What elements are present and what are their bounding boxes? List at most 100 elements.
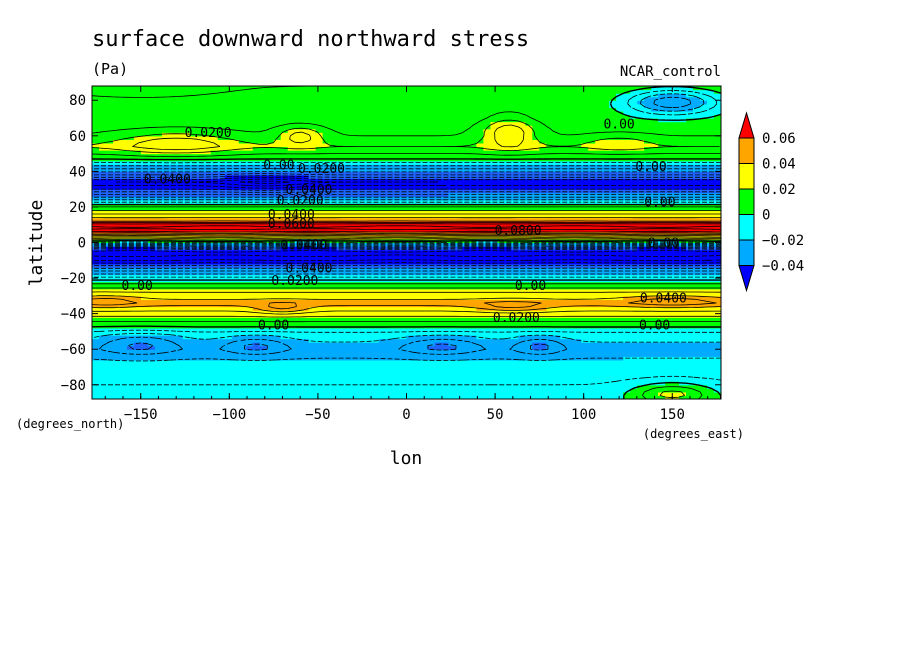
heatmap-cell <box>168 366 177 372</box>
heatmap-cell <box>574 363 582 368</box>
heatmap-cell <box>224 228 233 233</box>
heatmap-cell <box>259 302 268 308</box>
heatmap-cell <box>490 363 498 368</box>
heatmap-cell <box>266 221 275 226</box>
heatmap-cell <box>469 327 477 333</box>
heatmap-cell <box>147 267 156 272</box>
heatmap-cell <box>294 306 303 311</box>
heatmap-cell <box>196 210 205 215</box>
heatmap-cell <box>630 231 638 236</box>
heatmap-cell <box>301 295 310 301</box>
heatmap-cell <box>483 253 491 258</box>
heatmap-cell <box>441 349 450 354</box>
heatmap-cell <box>217 274 226 279</box>
heatmap-cell <box>413 338 422 343</box>
heatmap-cell <box>133 210 142 215</box>
heatmap-cell <box>546 299 554 304</box>
heatmap-cell <box>273 377 282 382</box>
heatmap-cell <box>287 363 296 368</box>
heatmap-cell <box>294 320 303 325</box>
heatmap-cell <box>357 299 366 304</box>
heatmap-cell <box>476 366 484 372</box>
heatmap-cell <box>119 285 128 290</box>
heatmap-cell <box>448 267 457 272</box>
heatmap-cell <box>714 260 721 265</box>
heatmap-cell <box>392 342 401 347</box>
heatmap-cell <box>546 395 554 399</box>
heatmap-cell <box>294 246 303 251</box>
heatmap-cell <box>175 267 184 272</box>
heatmap-cell <box>630 203 638 208</box>
heatmap-cell <box>161 381 170 386</box>
heatmap-cell <box>231 203 240 208</box>
heatmap-cell <box>343 317 352 322</box>
heatmap-cell <box>686 302 694 308</box>
heatmap-cell <box>329 285 338 290</box>
heatmap-cell <box>644 285 652 290</box>
heatmap-cell <box>602 306 610 311</box>
heatmap-cell <box>546 391 554 397</box>
heatmap-cell <box>140 381 149 386</box>
heatmap-cell <box>224 249 233 254</box>
heatmap-cell <box>196 320 205 325</box>
heatmap-cell <box>294 221 303 226</box>
heatmap-cell <box>448 253 457 258</box>
heatmap-cell <box>455 366 464 372</box>
heatmap-cell <box>714 331 721 336</box>
heatmap-cell <box>420 203 429 208</box>
heatmap-cell <box>98 206 107 212</box>
heatmap-cell <box>92 228 100 233</box>
heatmap-cell <box>98 391 107 397</box>
heatmap-cell <box>448 217 457 222</box>
heatmap-cell <box>98 270 107 276</box>
heatmap-cell <box>126 310 135 315</box>
heatmap-cell <box>126 274 135 279</box>
heatmap-cell <box>189 391 198 397</box>
heatmap-cell <box>595 295 603 301</box>
heatmap-cell <box>462 313 470 318</box>
heatmap-cell <box>196 228 205 233</box>
heatmap-cell <box>182 299 191 304</box>
heatmap-cell <box>616 349 624 354</box>
heatmap-cell <box>322 206 331 212</box>
heatmap-cell <box>294 270 303 276</box>
heatmap-cell <box>553 203 561 208</box>
heatmap-cell <box>182 206 191 212</box>
heatmap-cell <box>196 306 205 311</box>
heatmap-cell <box>161 274 170 279</box>
heatmap-cell <box>217 203 226 208</box>
heatmap-cell <box>427 299 436 304</box>
heatmap-cell <box>399 320 408 325</box>
heatmap-cell <box>252 292 261 297</box>
heatmap-cell <box>427 306 436 311</box>
heatmap-cell <box>679 217 687 222</box>
heatmap-cell <box>427 221 436 226</box>
heatmap-cell <box>420 370 429 375</box>
heatmap-cell <box>329 256 338 261</box>
heatmap-cell <box>161 221 170 226</box>
heatmap-cell <box>700 299 708 304</box>
heatmap-cell <box>532 217 540 222</box>
heatmap-cell <box>651 210 659 215</box>
heatmap-cell <box>392 384 401 389</box>
heatmap-cell <box>147 391 156 397</box>
heatmap-cell <box>175 274 184 279</box>
heatmap-cell <box>518 334 526 340</box>
heatmap-cell <box>308 377 317 382</box>
heatmap-cell <box>560 263 568 268</box>
heatmap-cell <box>420 231 429 236</box>
heatmap-cell <box>92 345 100 350</box>
heatmap-cell <box>105 256 114 261</box>
heatmap-cell <box>665 295 673 301</box>
heatmap-cell <box>119 249 128 254</box>
heatmap-cell <box>700 342 708 347</box>
heatmap-cell <box>714 363 721 368</box>
heatmap-cell <box>322 214 331 219</box>
heatmap-cell <box>133 345 142 350</box>
heatmap-cell <box>567 363 575 368</box>
heatmap-cell <box>266 267 275 272</box>
heatmap-cell <box>714 306 721 311</box>
heatmap-cell <box>420 374 429 379</box>
heatmap-cell <box>308 370 317 375</box>
heatmap-cell <box>714 370 721 375</box>
